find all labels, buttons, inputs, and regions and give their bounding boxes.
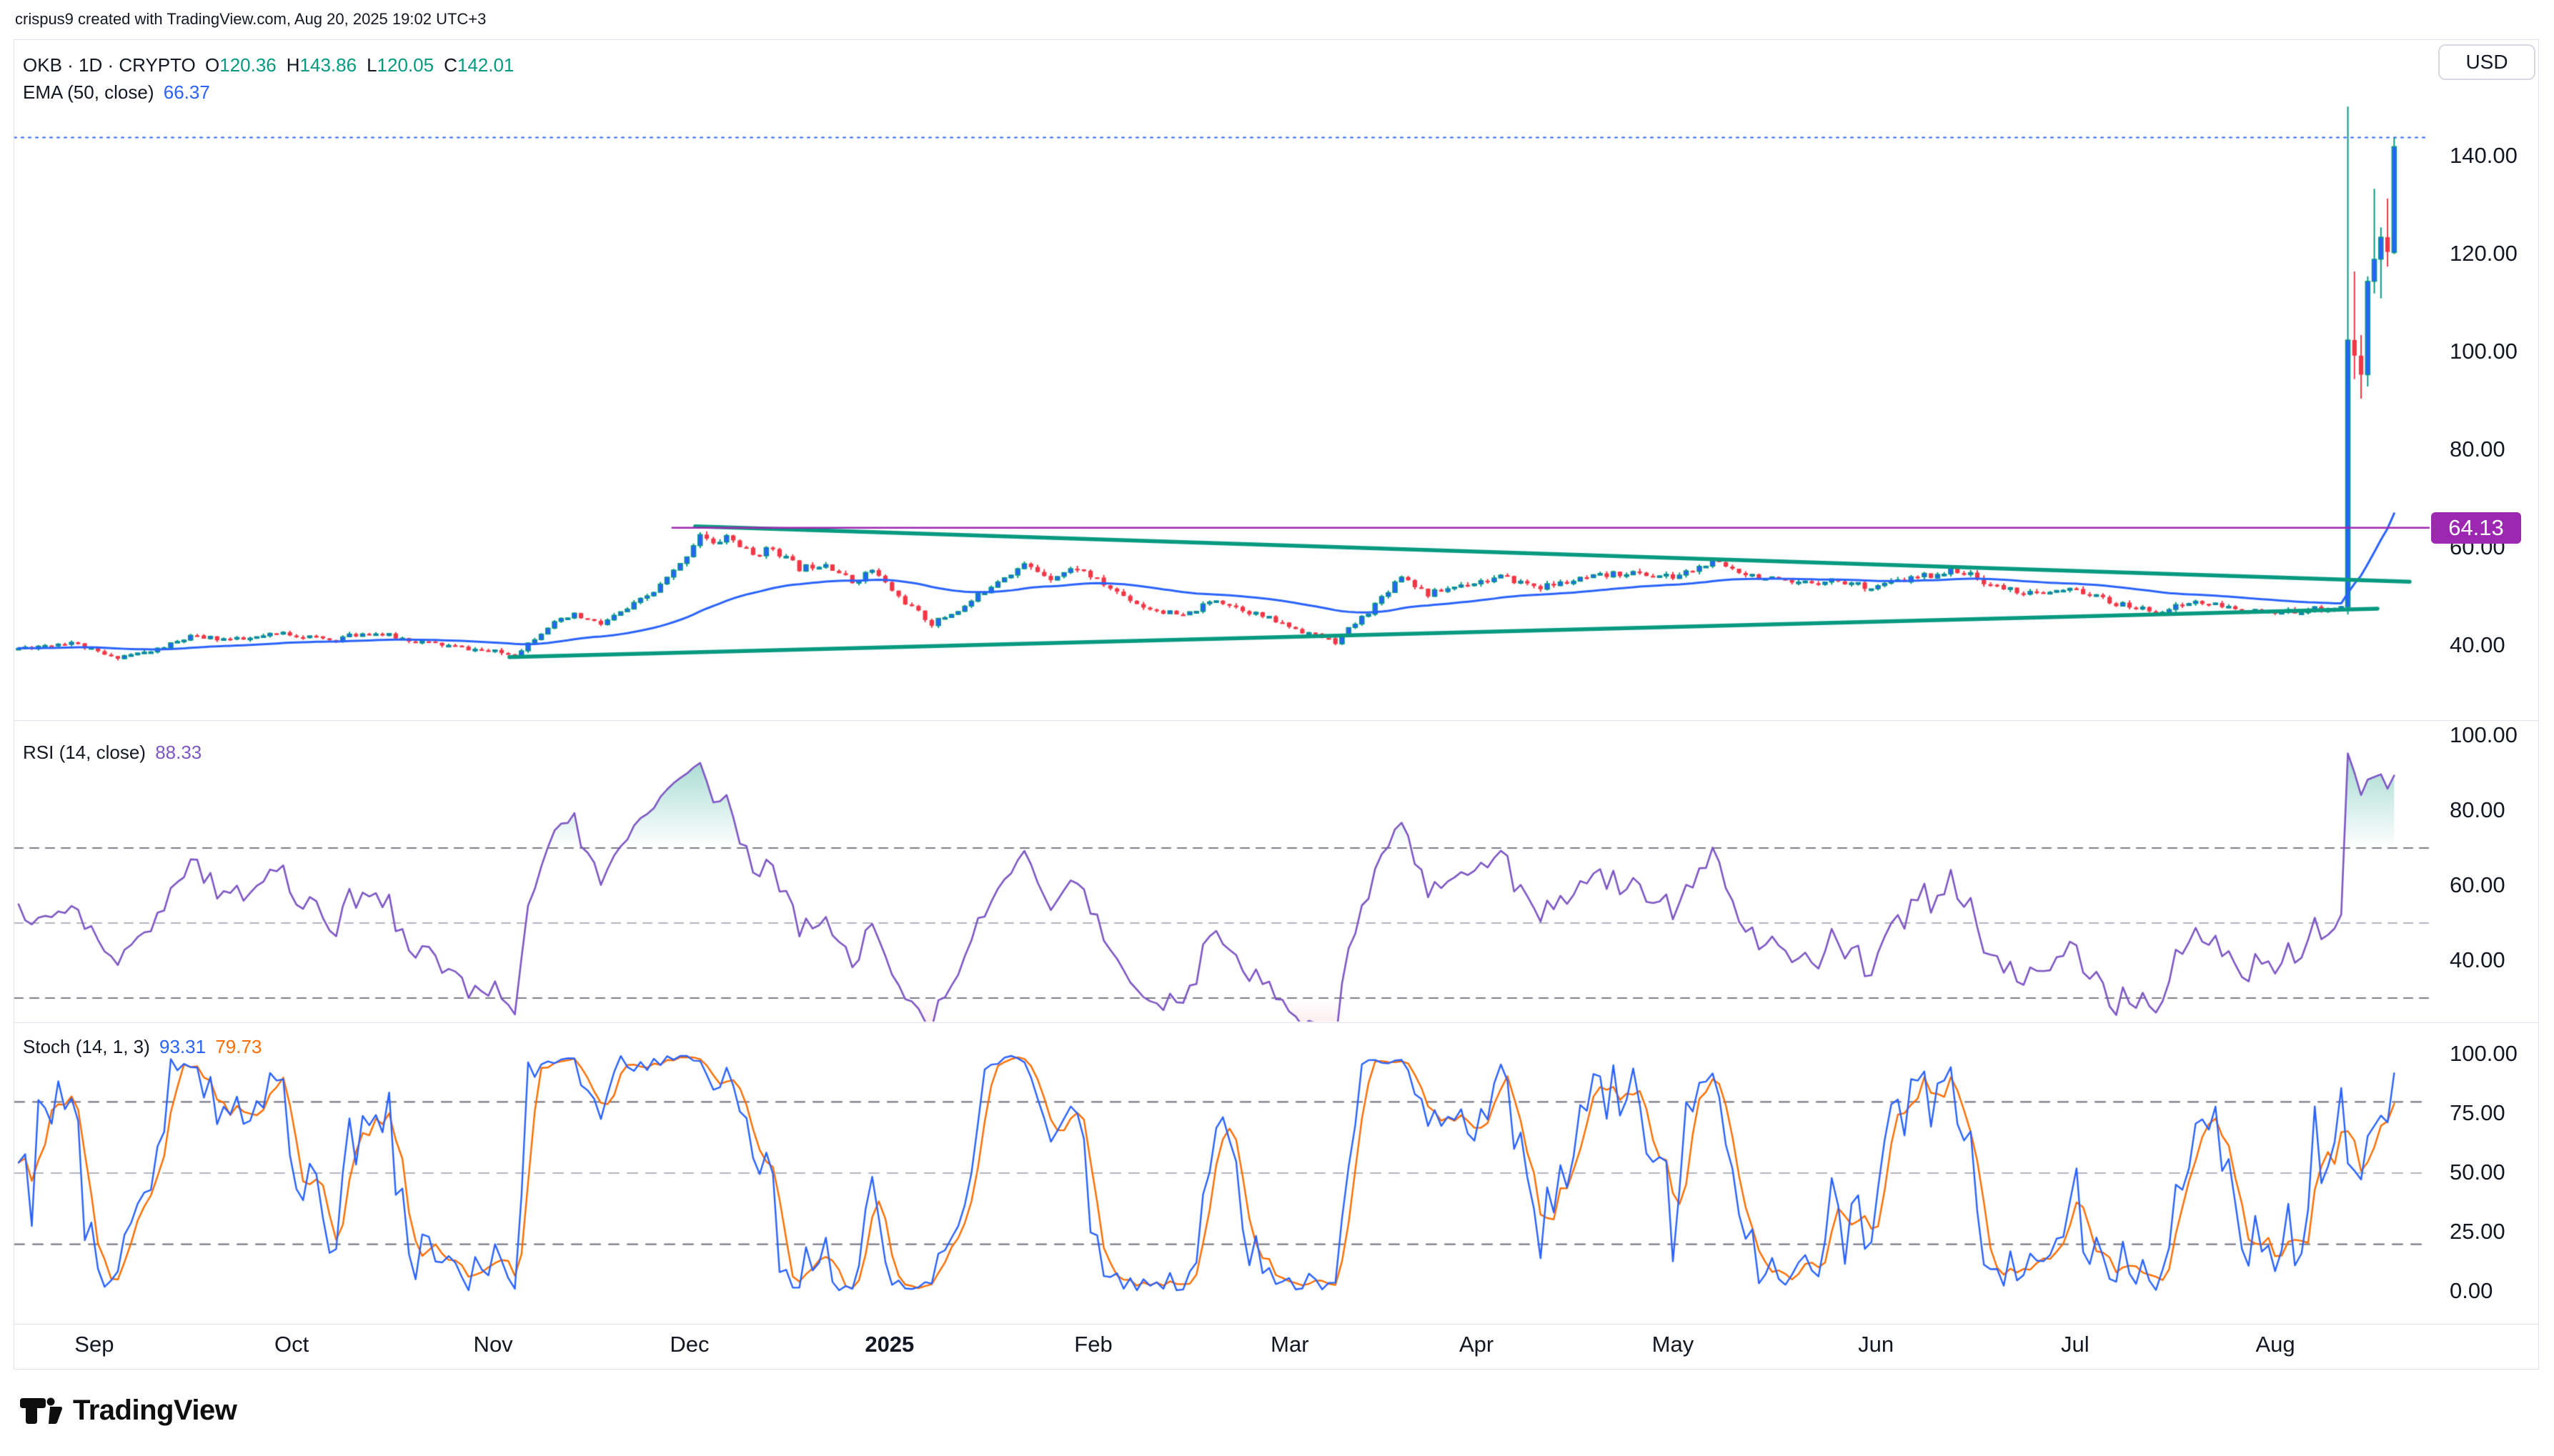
rsi-legend[interactable]: RSI (14, close) 88.33: [23, 742, 206, 764]
ema-label: EMA (50, close): [23, 81, 154, 103]
ohlc-key: H: [286, 54, 300, 76]
rsi-label: RSI (14, close): [23, 742, 146, 763]
time-tick-label: 2025: [865, 1332, 915, 1357]
time-tick-label: Aug: [2255, 1332, 2295, 1357]
stoch-label: Stoch (14, 1, 3): [23, 1036, 150, 1057]
time-tick-label: Oct: [274, 1332, 309, 1357]
axis-tick-label: 100.00: [2450, 339, 2518, 364]
time-tick-label: May: [1651, 1332, 1694, 1357]
axis-tick-label: 80.00: [2450, 797, 2505, 822]
axis-tick-label: 60.00: [2450, 872, 2505, 897]
ohlc-value: 143.86: [299, 54, 357, 76]
axis-tick-label: 140.00: [2450, 143, 2518, 168]
ema-value: 66.37: [163, 81, 210, 103]
time-tick-label: Feb: [1074, 1332, 1113, 1357]
time-tick-label: Jun: [1858, 1332, 1894, 1357]
panel-divider-stoch-timeaxis: [14, 1324, 2539, 1325]
axis-tick-label: 80.00: [2450, 437, 2505, 462]
time-tick-label: Dec: [670, 1332, 710, 1357]
time-tick-label: Apr: [1459, 1332, 1494, 1357]
stoch-d-value: 79.73: [215, 1036, 262, 1057]
axis-tick-label: 25.00: [2450, 1219, 2505, 1244]
axis-tick-label: 40.00: [2450, 632, 2505, 657]
axis-tick-label: 100.00: [2450, 1041, 2518, 1066]
panel-divider-rsi-stoch: [14, 1022, 2539, 1023]
time-tick-label: Jul: [2061, 1332, 2090, 1357]
stoch-k-value: 93.31: [159, 1036, 207, 1057]
time-tick-label: Nov: [473, 1332, 513, 1357]
ohlc-key: C: [444, 54, 457, 76]
brand-footer[interactable]: TradingView: [19, 1395, 237, 1427]
ohlc-key: O: [205, 54, 220, 76]
symbol-title: OKB · 1D · CRYPTO: [23, 54, 196, 76]
rsi-value: 88.33: [155, 742, 202, 763]
axis-tick-label: 40.00: [2450, 947, 2505, 972]
ohlc-key: L: [367, 54, 377, 76]
price-level-badge: 64.13: [2431, 512, 2521, 544]
ohlc-value: 142.01: [457, 54, 515, 76]
ohlc-value: 120.05: [377, 54, 434, 76]
brand-text: TradingView: [73, 1395, 237, 1426]
time-tick-label: Mar: [1271, 1332, 1309, 1357]
stoch-legend[interactable]: Stoch (14, 1, 3) 93.31 79.73: [23, 1036, 266, 1058]
ema-legend[interactable]: EMA (50, close) 66.37: [23, 81, 214, 104]
time-tick-label: Sep: [74, 1332, 114, 1357]
axis-tick-label: 0.00: [2450, 1278, 2493, 1303]
currency-toggle-button[interactable]: USD: [2438, 44, 2535, 80]
axis-tick-label: 75.00: [2450, 1100, 2505, 1125]
axis-tick-label: 50.00: [2450, 1160, 2505, 1185]
axis-tick-label: 100.00: [2450, 722, 2518, 747]
symbol-legend[interactable]: OKB · 1D · CRYPTO O120.36 H143.86 L120.05 C…: [23, 54, 528, 76]
ohlc-values: O120.36 H143.86 L120.05 C142.01: [205, 54, 524, 76]
tradingview-logo-icon: [20, 1397, 63, 1424]
panel-divider-price-rsi: [14, 720, 2539, 721]
axis-tick-label: 120.00: [2450, 241, 2518, 266]
ohlc-value: 120.36: [219, 54, 277, 76]
